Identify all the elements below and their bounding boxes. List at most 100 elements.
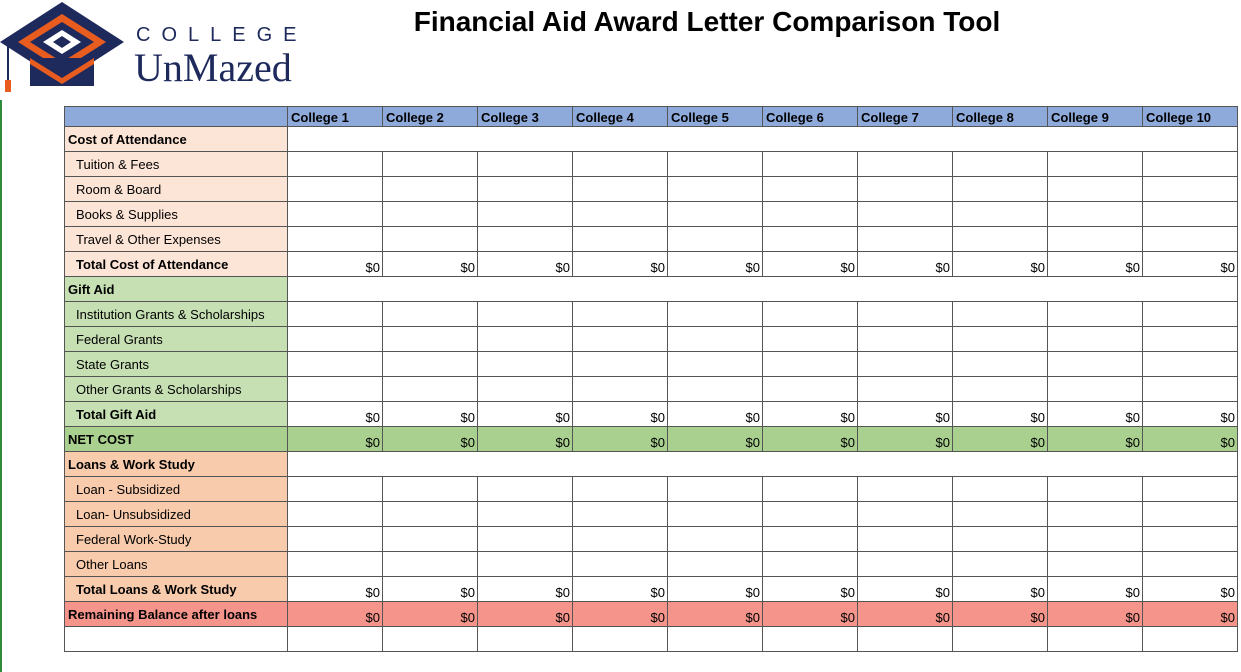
- cell[interactable]: [287, 226, 383, 252]
- cell[interactable]: [952, 201, 1048, 227]
- cell[interactable]: [762, 501, 858, 527]
- cell[interactable]: [477, 151, 573, 177]
- cell[interactable]: [477, 201, 573, 227]
- cell[interactable]: [952, 301, 1048, 327]
- cell[interactable]: [477, 326, 573, 352]
- cell[interactable]: [572, 326, 668, 352]
- cell[interactable]: [762, 476, 858, 502]
- cell[interactable]: [572, 501, 668, 527]
- cell[interactable]: [1142, 226, 1238, 252]
- cell[interactable]: [667, 151, 763, 177]
- cell[interactable]: [382, 476, 478, 502]
- cell[interactable]: [477, 351, 573, 377]
- cell[interactable]: [857, 476, 953, 502]
- cell[interactable]: [952, 526, 1048, 552]
- cell[interactable]: [762, 151, 858, 177]
- cell[interactable]: [477, 176, 573, 202]
- cell[interactable]: [952, 176, 1048, 202]
- cell[interactable]: [382, 201, 478, 227]
- cell[interactable]: [857, 151, 953, 177]
- cell[interactable]: [762, 226, 858, 252]
- cell[interactable]: [667, 526, 763, 552]
- cell[interactable]: [287, 526, 383, 552]
- cell[interactable]: [382, 551, 478, 577]
- cell[interactable]: [572, 201, 668, 227]
- cell[interactable]: [762, 551, 858, 577]
- cell[interactable]: [572, 376, 668, 402]
- cell[interactable]: [952, 626, 1048, 652]
- cell[interactable]: [667, 476, 763, 502]
- cell[interactable]: [477, 476, 573, 502]
- cell[interactable]: [64, 626, 288, 652]
- cell[interactable]: [1142, 376, 1238, 402]
- cell[interactable]: [857, 551, 953, 577]
- cell[interactable]: [1142, 176, 1238, 202]
- cell[interactable]: [762, 376, 858, 402]
- cell[interactable]: [857, 326, 953, 352]
- cell[interactable]: [857, 526, 953, 552]
- cell[interactable]: [287, 301, 383, 327]
- cell[interactable]: [952, 376, 1048, 402]
- cell[interactable]: [667, 201, 763, 227]
- cell[interactable]: [1142, 526, 1238, 552]
- cell[interactable]: [857, 301, 953, 327]
- cell[interactable]: [572, 526, 668, 552]
- cell[interactable]: [762, 201, 858, 227]
- cell[interactable]: [287, 176, 383, 202]
- cell[interactable]: [382, 376, 478, 402]
- cell[interactable]: [667, 301, 763, 327]
- cell[interactable]: [1047, 176, 1143, 202]
- cell[interactable]: [382, 151, 478, 177]
- cell[interactable]: [857, 501, 953, 527]
- cell[interactable]: [857, 226, 953, 252]
- cell[interactable]: [1142, 501, 1238, 527]
- cell[interactable]: [477, 301, 573, 327]
- cell[interactable]: [1047, 526, 1143, 552]
- cell[interactable]: [1047, 501, 1143, 527]
- cell[interactable]: [1047, 376, 1143, 402]
- cell[interactable]: [287, 326, 383, 352]
- cell[interactable]: [762, 326, 858, 352]
- cell[interactable]: [762, 176, 858, 202]
- cell[interactable]: [667, 376, 763, 402]
- cell[interactable]: [382, 176, 478, 202]
- cell[interactable]: [477, 226, 573, 252]
- cell[interactable]: [287, 376, 383, 402]
- cell[interactable]: [382, 526, 478, 552]
- cell[interactable]: [477, 501, 573, 527]
- cell[interactable]: [1142, 551, 1238, 577]
- cell[interactable]: [287, 126, 1238, 152]
- cell[interactable]: [1047, 201, 1143, 227]
- cell[interactable]: [572, 226, 668, 252]
- cell[interactable]: [477, 526, 573, 552]
- cell[interactable]: [572, 551, 668, 577]
- cell[interactable]: [1142, 151, 1238, 177]
- cell[interactable]: [667, 326, 763, 352]
- cell[interactable]: [1047, 326, 1143, 352]
- cell[interactable]: [762, 626, 858, 652]
- cell[interactable]: [857, 176, 953, 202]
- cell[interactable]: [762, 351, 858, 377]
- cell[interactable]: [1142, 476, 1238, 502]
- cell[interactable]: [1047, 476, 1143, 502]
- cell[interactable]: [762, 526, 858, 552]
- cell[interactable]: [952, 326, 1048, 352]
- cell[interactable]: [667, 226, 763, 252]
- cell[interactable]: [572, 301, 668, 327]
- cell[interactable]: [382, 226, 478, 252]
- cell[interactable]: [857, 201, 953, 227]
- cell[interactable]: [1047, 226, 1143, 252]
- cell[interactable]: [1142, 626, 1238, 652]
- cell[interactable]: [667, 176, 763, 202]
- cell[interactable]: [1142, 301, 1238, 327]
- cell[interactable]: [762, 301, 858, 327]
- cell[interactable]: [477, 551, 573, 577]
- cell[interactable]: [382, 626, 478, 652]
- cell[interactable]: [287, 201, 383, 227]
- cell[interactable]: [1047, 551, 1143, 577]
- cell[interactable]: [1047, 301, 1143, 327]
- cell[interactable]: [287, 551, 383, 577]
- cell[interactable]: [572, 176, 668, 202]
- cell[interactable]: [667, 551, 763, 577]
- cell[interactable]: [952, 151, 1048, 177]
